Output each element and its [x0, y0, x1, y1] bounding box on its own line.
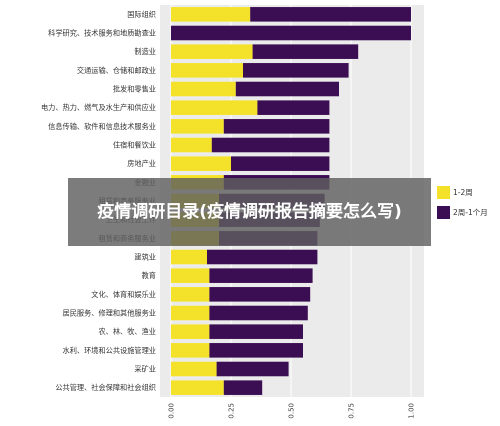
category-label: 房地产业 [127, 159, 156, 168]
category-label: 农、林、牧、渔业 [98, 327, 156, 336]
category-label: 采矿业 [134, 365, 156, 374]
bar-series-1 [171, 81, 236, 97]
bar-series-2 [235, 81, 339, 97]
category-label: 信息传输、软件和信息技术服务业 [48, 122, 156, 131]
x-tick-label: 0.75 [348, 403, 356, 419]
title-banner: 疫情调研目录(疫情调研报告摘要怎么写) [68, 178, 431, 246]
bar-series-2 [209, 287, 311, 302]
category-label: 科学研究、技术服务和地质勘查业 [48, 29, 156, 38]
x-tick-label: 0.25 [228, 403, 236, 419]
category-label: 交通运输、仓储和邮政业 [77, 66, 156, 75]
bar-series-2 [207, 249, 318, 265]
category-label: 建筑业 [134, 253, 156, 262]
category-label: 电力、热力、燃气及水生产和供应业 [41, 103, 156, 112]
category-label: 批发和零售业 [113, 85, 156, 94]
x-tick-label: 0.50 [288, 403, 296, 419]
bar-series-1 [171, 287, 210, 302]
bar-series-2 [211, 137, 330, 153]
bar-series-1 [171, 44, 253, 59]
bar-series-1 [171, 380, 224, 395]
bar-series-2 [171, 25, 411, 41]
bar-series-1 [171, 156, 231, 171]
category-label: 国际组织 [127, 10, 156, 19]
category-label: 水利、环境和公共设施管理业 [63, 346, 156, 355]
category-label: 公共管理、社会保障和社会组织 [55, 383, 156, 392]
bar-series-1 [171, 249, 207, 265]
bar-series-1 [171, 268, 210, 283]
legend-item: 2周-1个月 [437, 202, 500, 222]
x-tick-label: 0.00 [168, 403, 176, 419]
x-tick-labels: 0.00 0.25 0.50 0.75 1.00 [168, 403, 416, 419]
bar-series-1 [171, 343, 210, 358]
bar-series-1 [171, 137, 212, 153]
bar-series-2 [216, 361, 289, 377]
bar-series-2 [250, 7, 411, 22]
bar-series-2 [252, 44, 359, 59]
bar-series-2 [231, 156, 330, 171]
bar-series-2 [209, 268, 313, 283]
bar-series-1 [171, 100, 258, 115]
bar-series-2 [223, 380, 263, 395]
legend-label: 1-2周 [453, 187, 473, 197]
bar-series-1 [171, 119, 224, 134]
legend: 1-2周 2周-1个月 [437, 182, 500, 222]
legend-item: 1-2周 [437, 182, 500, 202]
bar-series-2 [257, 100, 330, 115]
legend-label: 2周-1个月 [453, 207, 488, 217]
bar-series-1 [171, 7, 251, 22]
category-label: 文化、体育和娱乐业 [91, 290, 156, 299]
category-label: 制造业 [134, 47, 156, 56]
bar-series-1 [171, 361, 217, 377]
bar-series-2 [223, 119, 330, 134]
bar-series-2 [243, 63, 349, 78]
x-tick-label: 1.00 [408, 403, 416, 419]
category-label: 住宿和餐饮业 [113, 141, 156, 150]
bar-series-2 [209, 324, 303, 339]
bar-series-1 [171, 305, 210, 321]
category-labels: 国际组织科学研究、技术服务和地质勘查业制造业交通运输、仓储和邮政业批发和零售业电… [41, 10, 156, 392]
banner-title: 疫情调研目录(疫情调研报告摘要怎么写) [97, 202, 402, 222]
bar-series-2 [209, 343, 303, 358]
bar-series-1 [171, 324, 210, 339]
legend-swatch-icon [437, 185, 450, 199]
category-label: 教育 [142, 271, 156, 280]
bar-series-2 [209, 305, 308, 321]
legend-swatch-icon [437, 205, 450, 219]
category-label: 居民服务、修理和其他服务业 [63, 309, 156, 318]
bar-series-1 [171, 63, 243, 78]
